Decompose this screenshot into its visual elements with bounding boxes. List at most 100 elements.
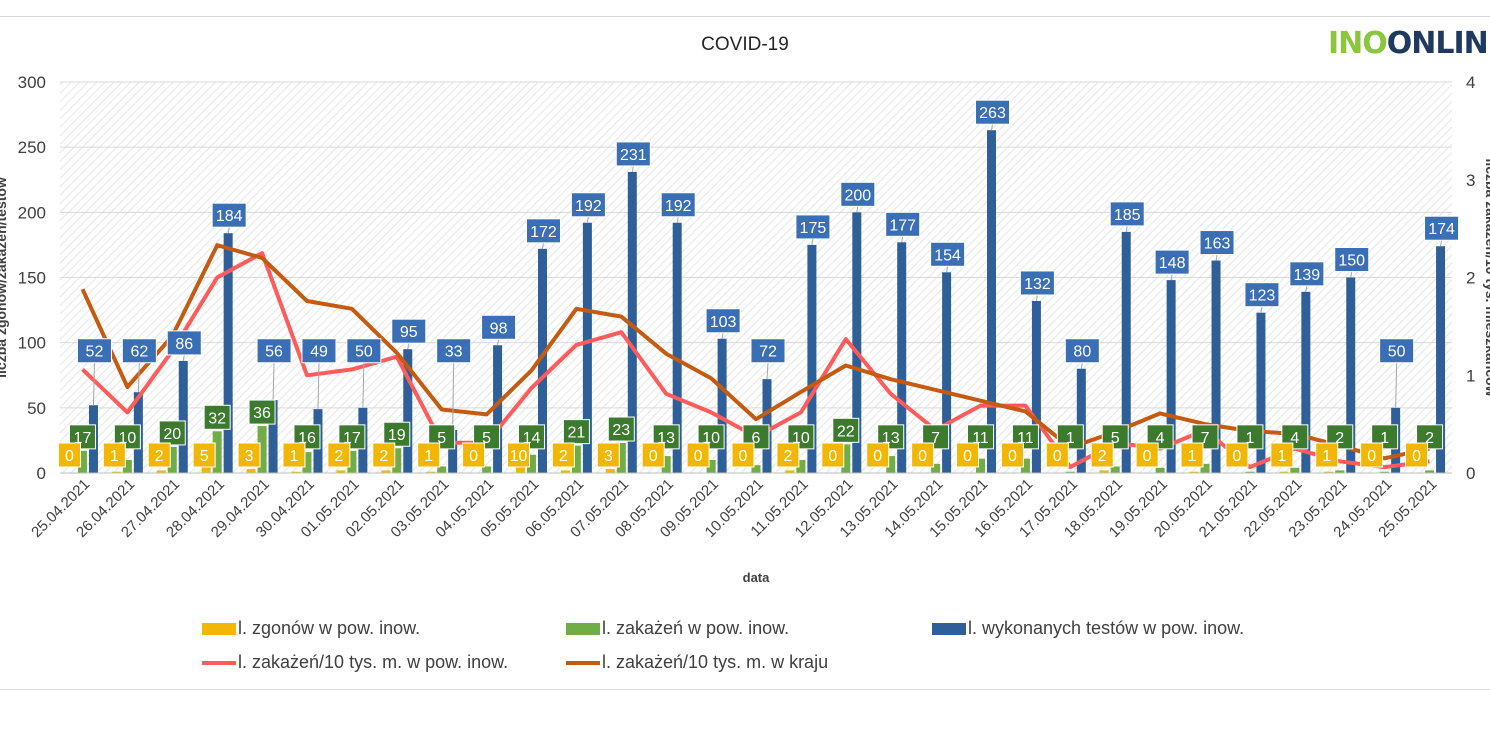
- bottom-border: [0, 689, 1490, 690]
- data-label-tests-box: [1019, 270, 1055, 296]
- data-label-cases: 5: [1111, 430, 1120, 447]
- data-label-tests-box: [211, 202, 247, 228]
- data-label-cases: 4: [1290, 430, 1299, 447]
- leader-line: [946, 266, 949, 273]
- bar-cases: [1020, 458, 1030, 473]
- data-label-tests-box: [975, 99, 1011, 125]
- data-label-tests: 103: [710, 314, 737, 331]
- bar-cases: [661, 456, 671, 473]
- data-label-deaths-box: [1270, 442, 1294, 468]
- legend-item-tests: l. wykonanych testów w pow. inow.: [932, 618, 1244, 639]
- data-label-deaths: 0: [1143, 448, 1152, 465]
- bar-deaths: [291, 471, 301, 473]
- data-label-cases-box: [248, 399, 276, 425]
- y2-axis-title: liczba zakażeń/10 tys. mieszkańców: [1483, 158, 1490, 396]
- legend-label-local-rate: l. zakażeń/10 tys. m. w pow. inow.: [238, 652, 509, 672]
- inoonline-logo: INOONLIN: [1328, 26, 1489, 61]
- data-label-deaths: 0: [1367, 448, 1376, 465]
- data-label-deaths-box: [1090, 442, 1114, 468]
- data-label-deaths: 0: [918, 448, 927, 465]
- bar-cases: [1425, 470, 1435, 473]
- y-tick-label: 100: [18, 334, 46, 353]
- data-label-tests-box: [1424, 215, 1460, 241]
- data-label-tests: 33: [445, 344, 463, 361]
- leader-line: [1170, 274, 1173, 281]
- bar-cases: [886, 456, 896, 473]
- data-label-tests-box: [1289, 261, 1325, 287]
- data-label-tests: 177: [889, 217, 916, 234]
- leader-line: [676, 216, 679, 223]
- bar-cases: [976, 458, 986, 473]
- x-axis-title: data: [743, 570, 771, 585]
- data-label-tests: 52: [86, 344, 104, 361]
- data-label-cases: 7: [931, 430, 940, 447]
- data-label-cases: 20: [163, 426, 181, 443]
- line-national-rate: [80, 243, 1430, 461]
- data-label-deaths: 1: [110, 448, 119, 465]
- bar-cases: [1335, 470, 1345, 473]
- bar-deaths: [381, 470, 391, 473]
- data-label-cases-box: [1416, 424, 1444, 450]
- legend-label-deaths: l. zgonów w pow. inow.: [238, 618, 421, 638]
- leader-line: [182, 354, 185, 361]
- data-label-deaths-box: [192, 442, 216, 468]
- data-label-tests: 86: [175, 336, 193, 353]
- bar-cases: [77, 450, 87, 473]
- bar-deaths: [1099, 470, 1109, 473]
- leader-line: [497, 339, 500, 346]
- data-label-tests-box: [1154, 249, 1190, 275]
- leader-line: [721, 332, 724, 339]
- data-label-tests-box: [436, 338, 472, 364]
- data-label-deaths: 5: [200, 448, 209, 465]
- bar-tests: [268, 400, 278, 473]
- data-label-deaths: 0: [694, 448, 703, 465]
- bar-cases: [796, 459, 806, 473]
- y2-tick-label: 1: [1466, 366, 1475, 385]
- data-label-cases: 21: [567, 425, 585, 442]
- data-label-deaths-box: [866, 442, 890, 468]
- data-label-tests: 163: [1204, 236, 1231, 253]
- leader-line: [1215, 254, 1218, 261]
- data-label-cases: 22: [837, 423, 855, 440]
- data-label-cases-box: [562, 419, 590, 445]
- leader-line: [541, 242, 544, 249]
- bar-deaths: [111, 471, 121, 473]
- data-label-tests-box: [795, 214, 831, 240]
- top-border: [0, 16, 1490, 17]
- bar-cases: [122, 459, 132, 473]
- data-label-deaths-box: [911, 442, 935, 468]
- bar-cases: [1380, 471, 1390, 473]
- bar-tests: [1076, 368, 1086, 473]
- data-label-tests: 56: [265, 344, 283, 361]
- bar-tests: [672, 222, 682, 473]
- data-label-tests: 150: [1338, 253, 1365, 270]
- y-tick-label: 250: [18, 138, 46, 157]
- data-label-tests: 185: [1114, 207, 1141, 224]
- data-label-tests: 98: [490, 320, 508, 337]
- data-label-cases: 1: [1245, 430, 1254, 447]
- data-label-cases-box: [293, 424, 321, 450]
- data-label-deaths-box: [1405, 442, 1429, 468]
- data-label-tests: 192: [665, 198, 692, 215]
- bar-deaths: [560, 470, 570, 473]
- leader-line: [227, 227, 230, 234]
- data-label-deaths-box: [641, 442, 665, 468]
- data-label-tests-box: [750, 338, 786, 364]
- bar-cases: [257, 426, 267, 473]
- legend-line-local-rate: [202, 660, 236, 665]
- bar-tests: [717, 338, 727, 473]
- bar-cases: [1200, 463, 1210, 473]
- bar-cases: [571, 445, 581, 473]
- data-label-tests: 148: [1159, 255, 1186, 272]
- bar-tests: [1031, 300, 1041, 473]
- data-label-deaths: 2: [334, 448, 343, 465]
- data-label-deaths: 0: [649, 448, 658, 465]
- data-label-tests-box: [1199, 230, 1235, 256]
- data-label-deaths-box: [1225, 442, 1249, 468]
- data-label-tests-box: [391, 318, 427, 344]
- leader-line: [92, 362, 95, 406]
- bar-tests: [493, 345, 503, 473]
- bar-cases: [616, 443, 626, 473]
